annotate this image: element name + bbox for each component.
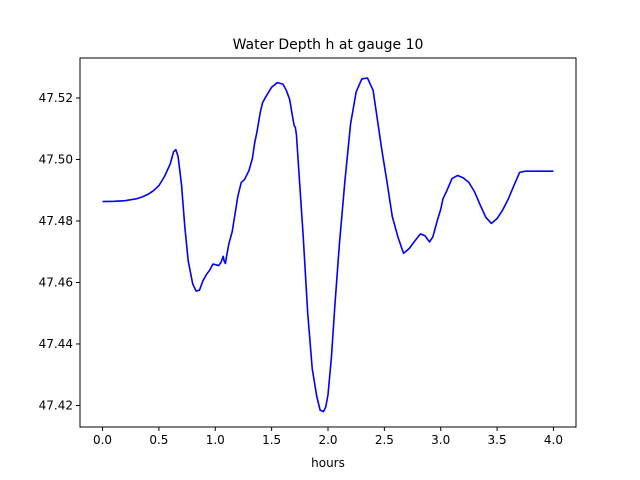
x-tick-label: 2.5 — [375, 433, 394, 447]
x-tick-label: 4.0 — [544, 433, 563, 447]
x-tick-label: 0.0 — [93, 433, 112, 447]
x-tick-label: 2.0 — [318, 433, 337, 447]
x-tick-label: 1.0 — [206, 433, 225, 447]
y-tick-label: 47.46 — [39, 275, 73, 289]
chart-title: Water Depth h at gauge 10 — [233, 37, 424, 53]
x-tick-label: 3.0 — [431, 433, 450, 447]
y-tick-label: 47.50 — [39, 152, 73, 166]
x-axis-label: hours — [311, 456, 345, 470]
y-tick-label: 47.52 — [39, 91, 73, 105]
x-tick-label: 1.5 — [262, 433, 281, 447]
axis-ticks: 0.0 0.5 1.0 1.5 2.0 2.5 3.0 3.5 4.0 47.42 47.44 47.… — [39, 91, 563, 447]
axes-frame — [79, 57, 577, 428]
x-tick-label: 3.5 — [488, 433, 507, 447]
y-tick-label: 47.44 — [39, 337, 73, 351]
series-line-0 — [102, 77, 554, 413]
y-tick-label: 47.48 — [39, 214, 73, 228]
y-tick-label: 47.42 — [39, 398, 73, 412]
plot-area — [102, 77, 554, 413]
x-tick-label: 0.5 — [149, 433, 168, 447]
